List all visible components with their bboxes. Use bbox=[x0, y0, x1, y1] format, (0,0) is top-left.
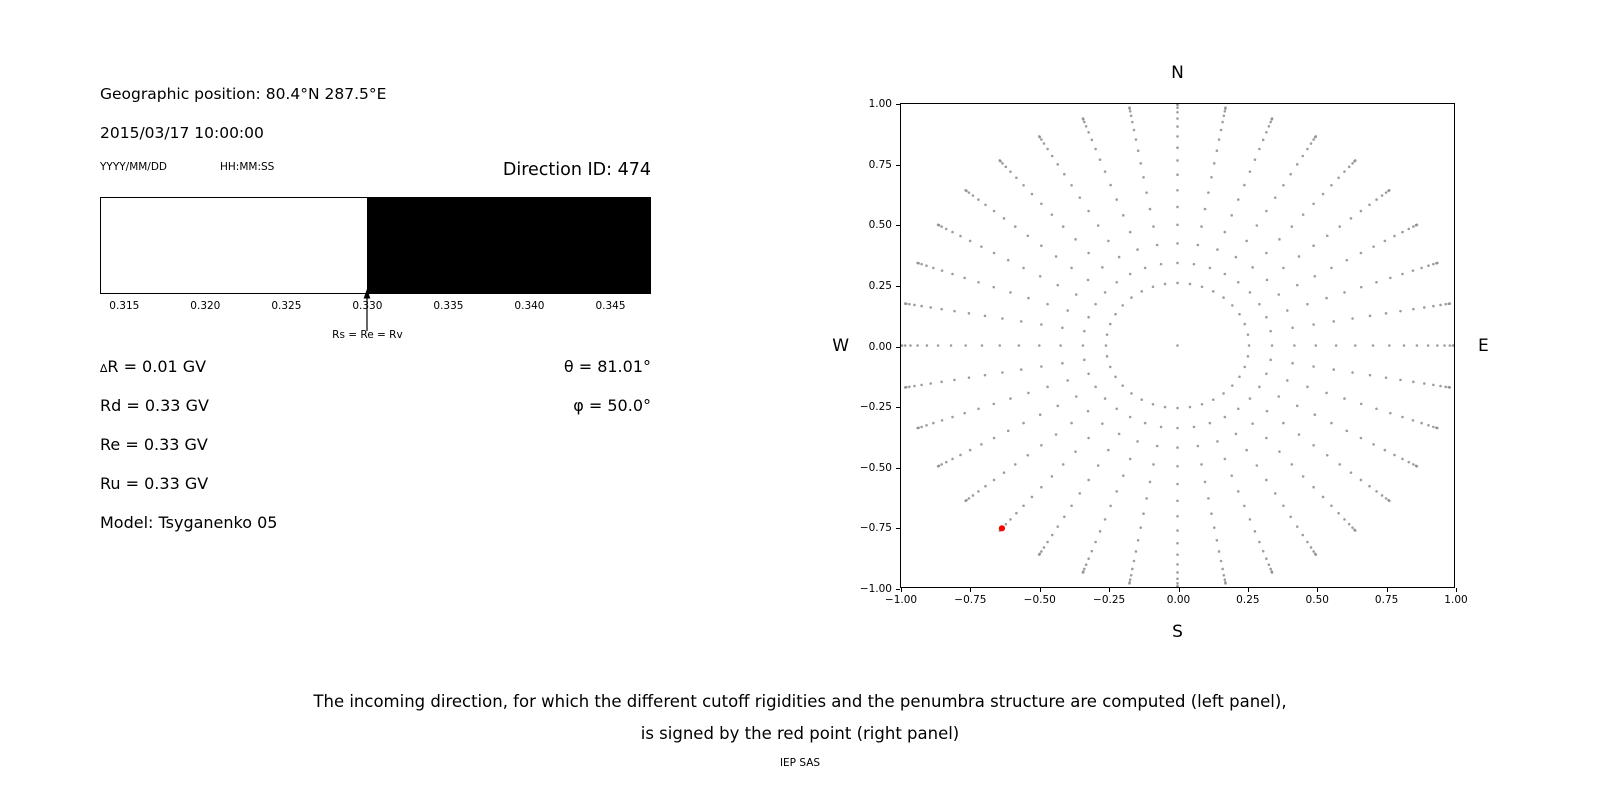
y-axis-tick bbox=[896, 104, 900, 105]
geographic-position-text: Geographic position: 80.4°N 287.5°E bbox=[100, 85, 387, 103]
y-axis-tick-label: −0.50 bbox=[859, 461, 892, 474]
penumbra-x-tick-label: 0.325 bbox=[271, 300, 302, 312]
x-axis-tick bbox=[970, 588, 972, 592]
phi-value: φ = 50.0° bbox=[573, 396, 651, 415]
x-axis-tick bbox=[1109, 588, 1111, 592]
y-axis-tick-label: −0.75 bbox=[859, 522, 892, 535]
penumbra-band-area bbox=[101, 198, 650, 293]
penumbra-chart bbox=[100, 197, 651, 294]
x-axis-tick bbox=[1456, 588, 1457, 592]
x-axis-tick bbox=[1247, 588, 1249, 592]
y-axis-tick-label: 0.75 bbox=[868, 158, 892, 171]
y-axis-tick bbox=[896, 467, 900, 469]
date-format-label: YYYY/MM/DD bbox=[100, 161, 168, 173]
direction-scatter-svg bbox=[901, 104, 1454, 587]
x-axis-tick bbox=[1039, 588, 1041, 592]
penumbra-x-tick-label: 0.335 bbox=[433, 300, 464, 312]
y-axis-tick bbox=[896, 528, 900, 530]
penumbra-x-tick-label: 0.320 bbox=[190, 300, 221, 312]
scatter-points-group bbox=[901, 104, 1454, 587]
x-axis-tick-label: 0.50 bbox=[1305, 594, 1329, 606]
x-axis-tick bbox=[1178, 588, 1180, 592]
delta-symbol: ∆ bbox=[100, 362, 108, 375]
y-axis-tick-label: −1.00 bbox=[859, 583, 892, 595]
x-axis-tick-label: −0.25 bbox=[1093, 594, 1126, 606]
x-axis-tick bbox=[1317, 588, 1319, 592]
credit-label: IEP SAS bbox=[779, 757, 821, 769]
x-axis-tick-label: 0.25 bbox=[1236, 594, 1260, 606]
compass-label-south: S bbox=[1172, 622, 1183, 642]
datetime-text: 2015/03/17 10:00:00 bbox=[100, 124, 264, 142]
delta-r-text: R = 0.01 GV bbox=[107, 357, 207, 376]
compass-label-west: W bbox=[832, 335, 849, 356]
penumbra-x-tick-label: 0.315 bbox=[109, 300, 140, 312]
compass-label-north: N bbox=[1171, 63, 1184, 83]
x-axis-tick-label: −1.00 bbox=[884, 594, 918, 606]
x-axis-tick-label: 1.00 bbox=[1444, 594, 1468, 606]
delta-r-value: ∆R = 0.01 GV bbox=[100, 357, 206, 376]
penumbra-x-ticks: 0.315 0.320 0.325 0.330 0.335 0.340 0.345 bbox=[100, 300, 651, 314]
time-format-label: HH:MM:SS bbox=[220, 161, 275, 173]
y-axis-tick bbox=[896, 346, 900, 348]
x-axis-tick-label: 0.75 bbox=[1374, 594, 1399, 606]
y-axis-tick bbox=[896, 407, 900, 409]
ru-value: Ru = 0.33 GV bbox=[100, 474, 209, 493]
penumbra-x-tick-label: 0.340 bbox=[514, 300, 545, 312]
direction-plot-frame: N S W E −1.00 −0.75 −0.50 −0.25 0.00 0.25 0.50… bbox=[832, 63, 1489, 642]
penumbra-band bbox=[367, 198, 650, 293]
caption-line-2: is signed by the red point (right panel) bbox=[640, 724, 960, 743]
y-axis-tick bbox=[896, 285, 900, 287]
compass-label-east: E bbox=[1478, 335, 1489, 356]
theta-value: θ = 81.01° bbox=[563, 357, 651, 376]
y-axis-tick-label: 0.00 bbox=[868, 340, 892, 353]
cutoff-arrow-label: Rs = Re = Rv bbox=[332, 329, 403, 341]
red-direction-point bbox=[998, 525, 1006, 532]
direction-id-text: Direction ID: 474 bbox=[502, 160, 651, 180]
caption-line-1: The incoming direction, for which the di… bbox=[313, 692, 1287, 711]
x-axis-tick bbox=[1386, 588, 1388, 592]
y-axis-tick-label: 0.50 bbox=[868, 219, 892, 232]
y-axis-tick-label: 1.00 bbox=[868, 98, 892, 110]
figure-caption: The incoming direction, for which the di… bbox=[0, 686, 1600, 769]
y-axis-tick bbox=[896, 164, 900, 166]
x-axis-tick-label: −0.75 bbox=[954, 594, 987, 606]
y-axis-tick-label: 0.25 bbox=[868, 279, 892, 292]
penumbra-x-tick-label: 0.345 bbox=[595, 300, 626, 312]
x-axis-tick-label: 0.00 bbox=[1166, 594, 1191, 606]
model-name: Model: Tsyganenko 05 bbox=[100, 513, 278, 532]
x-axis-tick-label: −0.50 bbox=[1023, 594, 1056, 606]
penumbra-band bbox=[101, 198, 368, 293]
cutoff-rigidity-arrow-icon bbox=[364, 289, 371, 331]
y-axis-tick bbox=[896, 225, 900, 227]
x-axis-tick bbox=[901, 588, 902, 592]
y-axis-tick bbox=[896, 589, 900, 590]
rd-value: Rd = 0.33 GV bbox=[100, 396, 209, 415]
y-axis-tick-label: −0.25 bbox=[859, 401, 892, 414]
re-value: Re = 0.33 GV bbox=[100, 435, 208, 454]
